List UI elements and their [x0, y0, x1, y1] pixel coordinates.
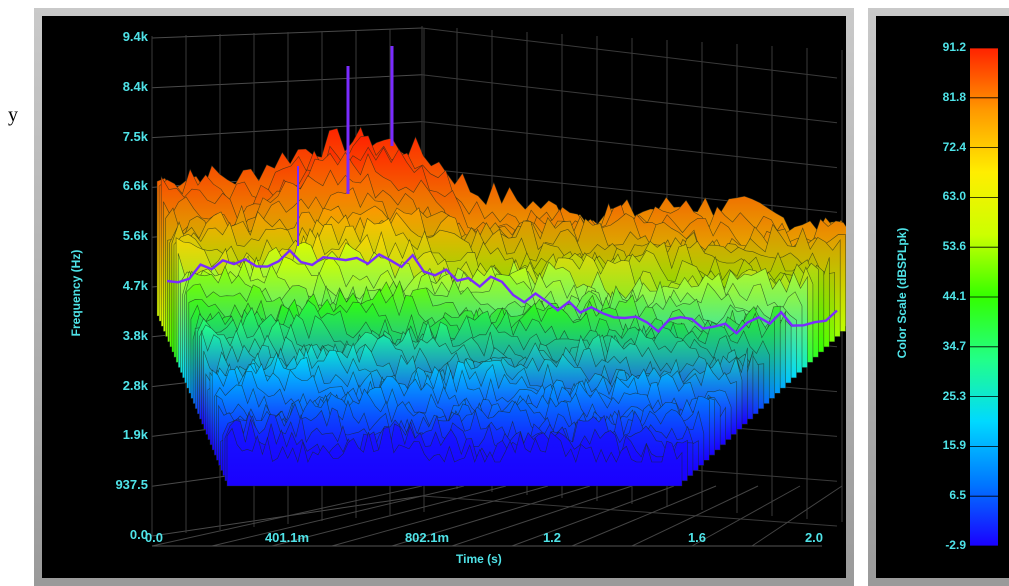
x-tick-label: 0.0	[144, 530, 164, 545]
grid-line-back	[421, 74, 838, 124]
surface-plot-panel: 9.4k 8.4k 7.5k 6.6k 5.6k 4.7k 3.8k 2.8k 1.9k 937.…	[42, 16, 846, 578]
surface-plot-svg	[151, 26, 846, 547]
ridge-line	[166, 248, 838, 335]
floor-grid-line	[631, 485, 759, 547]
x-tick-label: 401.1m	[264, 530, 310, 545]
floor-grid-line	[391, 485, 591, 547]
grid-line-y	[151, 27, 423, 39]
colorbar-tick-label: 91.2	[942, 40, 966, 54]
y-tick-label: 3.8k	[122, 327, 148, 343]
grid-line-back	[421, 121, 838, 169]
grid-line-back	[421, 495, 838, 527]
y-tick-label: 0.0	[129, 527, 148, 542]
x-tick-label: 1.2	[542, 530, 562, 545]
y-tick-label: 7.5k	[122, 128, 148, 144]
y-axis-label: Frequency (Hz)	[69, 249, 83, 337]
x-tick-label: 2.0	[804, 530, 824, 545]
surface-strip	[226, 426, 683, 487]
y-tick-label: 8.4k	[122, 78, 148, 94]
colorbar-tick-label: -2.9	[945, 538, 966, 552]
y-tick-label: 1.9k	[122, 427, 148, 443]
grid-line-back	[421, 27, 838, 79]
y-tick-label: 4.7k	[122, 278, 148, 293]
colorbar-tick-label: 44.1	[942, 289, 966, 303]
grid-line-y	[151, 74, 423, 89]
floor-grid-line	[211, 485, 465, 547]
floor-grid-line	[271, 485, 507, 547]
colorbar-tick-label: 34.7	[942, 338, 966, 353]
colorbar-tick-label: 63.0	[942, 189, 966, 204]
floor-grid-line	[451, 485, 633, 547]
y-tick-label: 6.6k	[122, 178, 148, 194]
floor-grid-line	[691, 485, 801, 547]
colorbar-panel: 91.2 81.8 72.4 63.0 53.6 44.1 34.7 25.3 15.9 6.5 -…	[876, 16, 1009, 578]
grid-line-back	[421, 167, 838, 213]
y-tick-label: 9.4k	[122, 29, 148, 44]
stray-text: y	[8, 104, 18, 126]
colorbar-tick-label: 72.4	[942, 139, 966, 154]
grid-line-y	[151, 121, 423, 139]
floor-grid-line	[751, 485, 843, 547]
colorbar-tick-label: 81.8	[942, 89, 966, 104]
y-tick-label: 937.5	[115, 477, 148, 493]
colorbar-label: Color Scale (dBSPLpk)	[895, 227, 909, 359]
x-tick-label: 1.6	[687, 530, 707, 545]
colorbar-tick-label: 15.9	[942, 438, 966, 453]
y-tick-label: 2.8k	[122, 377, 148, 393]
floor-grid-line	[511, 485, 675, 547]
colorbar-tick-label: 6.5	[949, 488, 966, 503]
colorbar-tick-label: 25.3	[942, 388, 966, 403]
y-tick-label: 5.6k	[122, 228, 148, 244]
x-axis-label: Time (s)	[456, 552, 502, 566]
colorbar-tick-label: 53.6	[942, 239, 966, 254]
colorbar-svg	[970, 47, 998, 547]
floor-grid-line	[151, 485, 423, 547]
x-tick-label: 802.1m	[404, 530, 450, 545]
floor-grid-line	[331, 485, 549, 547]
floor-grid-line	[571, 485, 717, 547]
